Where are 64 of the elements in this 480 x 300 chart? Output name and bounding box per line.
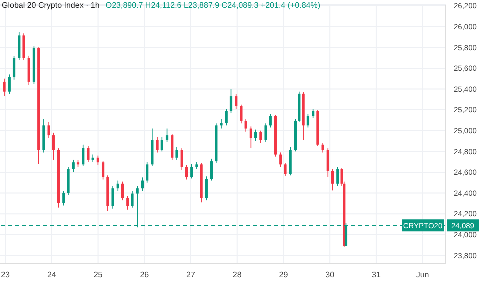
candlestick — [210, 158, 214, 182]
candlestick — [67, 166, 70, 196]
candlestick — [156, 136, 159, 154]
x-tick-label: 26 — [140, 270, 150, 280]
candlestick — [146, 162, 149, 184]
candlestick — [160, 136, 164, 152]
x-tick-label: 23 — [1, 270, 11, 280]
x-tick-label: 27 — [186, 270, 196, 280]
candlestick — [205, 176, 208, 201]
candlestick — [336, 166, 340, 186]
candlestick — [176, 147, 178, 160]
candlestick — [220, 119, 223, 130]
candlestick — [289, 147, 292, 176]
candlestick — [185, 164, 188, 180]
candlestick — [96, 155, 100, 166]
x-tick-label: 29 — [279, 270, 289, 280]
candlestick — [244, 119, 248, 132]
candlestick — [18, 32, 21, 61]
candlestick — [264, 123, 268, 143]
candlestick — [116, 180, 120, 192]
candlestick — [230, 88, 233, 114]
x-tick-label: 25 — [94, 270, 104, 280]
candlestick — [141, 177, 144, 192]
x-tick-label: 31 — [372, 270, 382, 280]
candlestick — [306, 114, 310, 128]
candlestick — [48, 122, 50, 139]
x-tick-label: Jun — [416, 270, 430, 280]
candlestick — [82, 144, 85, 167]
candlestick — [28, 56, 30, 86]
candlestick — [235, 94, 238, 110]
candlestick — [102, 160, 105, 180]
candlestick — [225, 108, 228, 126]
candlestick — [121, 181, 124, 201]
candlestick — [322, 142, 324, 154]
chart-title: Global 20 Crypto Index · 1h — [2, 1, 100, 10]
candlestick — [87, 146, 90, 162]
candlestick — [254, 129, 258, 142]
candlestick — [171, 134, 174, 160]
candlestick — [240, 104, 243, 124]
candlestick — [3, 78, 6, 97]
candlestick — [62, 190, 66, 206]
candlestick — [269, 114, 272, 128]
candlestick — [312, 108, 315, 119]
candlestick — [190, 164, 194, 180]
candlestick — [250, 126, 252, 148]
x-tick-label: 30 — [326, 270, 336, 280]
candlestick — [8, 74, 11, 95]
candlestick — [166, 128, 169, 143]
candlestick — [326, 148, 330, 178]
candlestick — [22, 33, 26, 61]
candlestick — [52, 132, 55, 160]
candlestick — [12, 56, 16, 80]
candlestick — [260, 130, 262, 144]
candlestick — [180, 148, 184, 171]
candlestick — [126, 196, 130, 210]
annotation: O23,890.7 H24,112.6 L23,887.9 C24,089.3 +201.4 (+0.84%) — [106, 1, 321, 10]
candlestick — [131, 190, 134, 208]
candlestick — [284, 162, 287, 177]
candlestick — [280, 152, 282, 168]
candlestick — [331, 168, 334, 192]
candlestick — [112, 186, 114, 210]
x-tick-label: 28 — [232, 270, 242, 280]
candlestick — [72, 160, 75, 173]
x-tick-label: 24 — [47, 270, 57, 280]
